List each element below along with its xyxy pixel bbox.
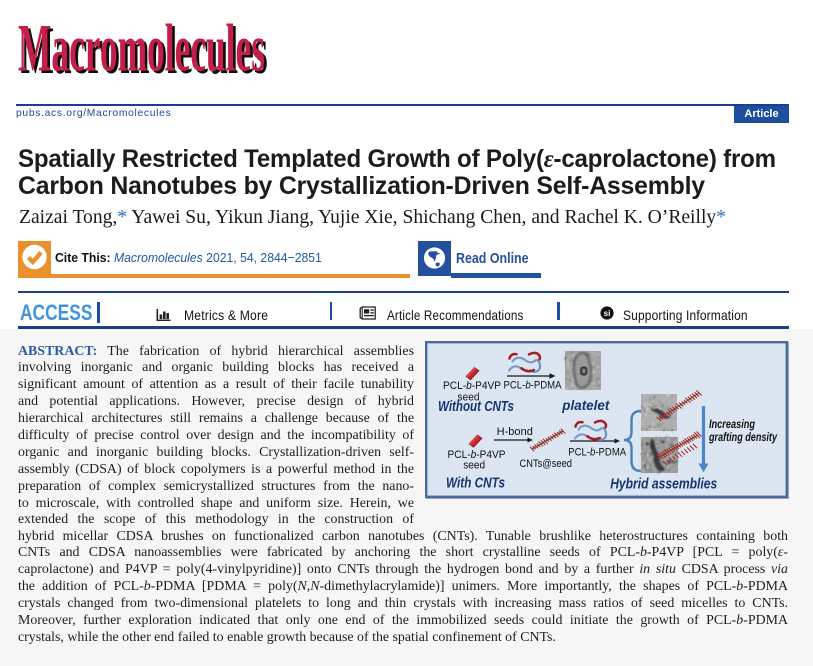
svg-text:PCL-b-PDMA: PCL-b-PDMA xyxy=(568,447,627,459)
svg-text:Hybrid assemblies: Hybrid assemblies xyxy=(610,477,717,493)
svg-text:H-bond: H-bond xyxy=(497,426,533,438)
svg-text:PCL-b-P4VP: PCL-b-P4VP xyxy=(443,380,501,392)
svg-text:PCL-b-P4VP: PCL-b-P4VP xyxy=(448,449,506,461)
svg-text:seed: seed xyxy=(458,392,480,404)
svg-text:seed: seed xyxy=(463,459,485,471)
svg-text:Macromolecules: Macromolecules xyxy=(18,10,265,85)
svg-text:PCL-b-PDMA: PCL-b-PDMA xyxy=(504,380,563,392)
svg-text:platelet: platelet xyxy=(561,397,610,413)
svg-text:Increasing: Increasing xyxy=(709,417,756,431)
svg-text:CNTs@seed: CNTs@seed xyxy=(520,458,573,470)
svg-text:grafting density: grafting density xyxy=(708,430,778,444)
svg-text:si: si xyxy=(604,309,611,318)
svg-text:With CNTs: With CNTs xyxy=(446,476,505,492)
svg-text:Macromolecules: Macromolecules xyxy=(21,11,268,84)
svg-text:Without CNTs: Without CNTs xyxy=(438,399,514,415)
